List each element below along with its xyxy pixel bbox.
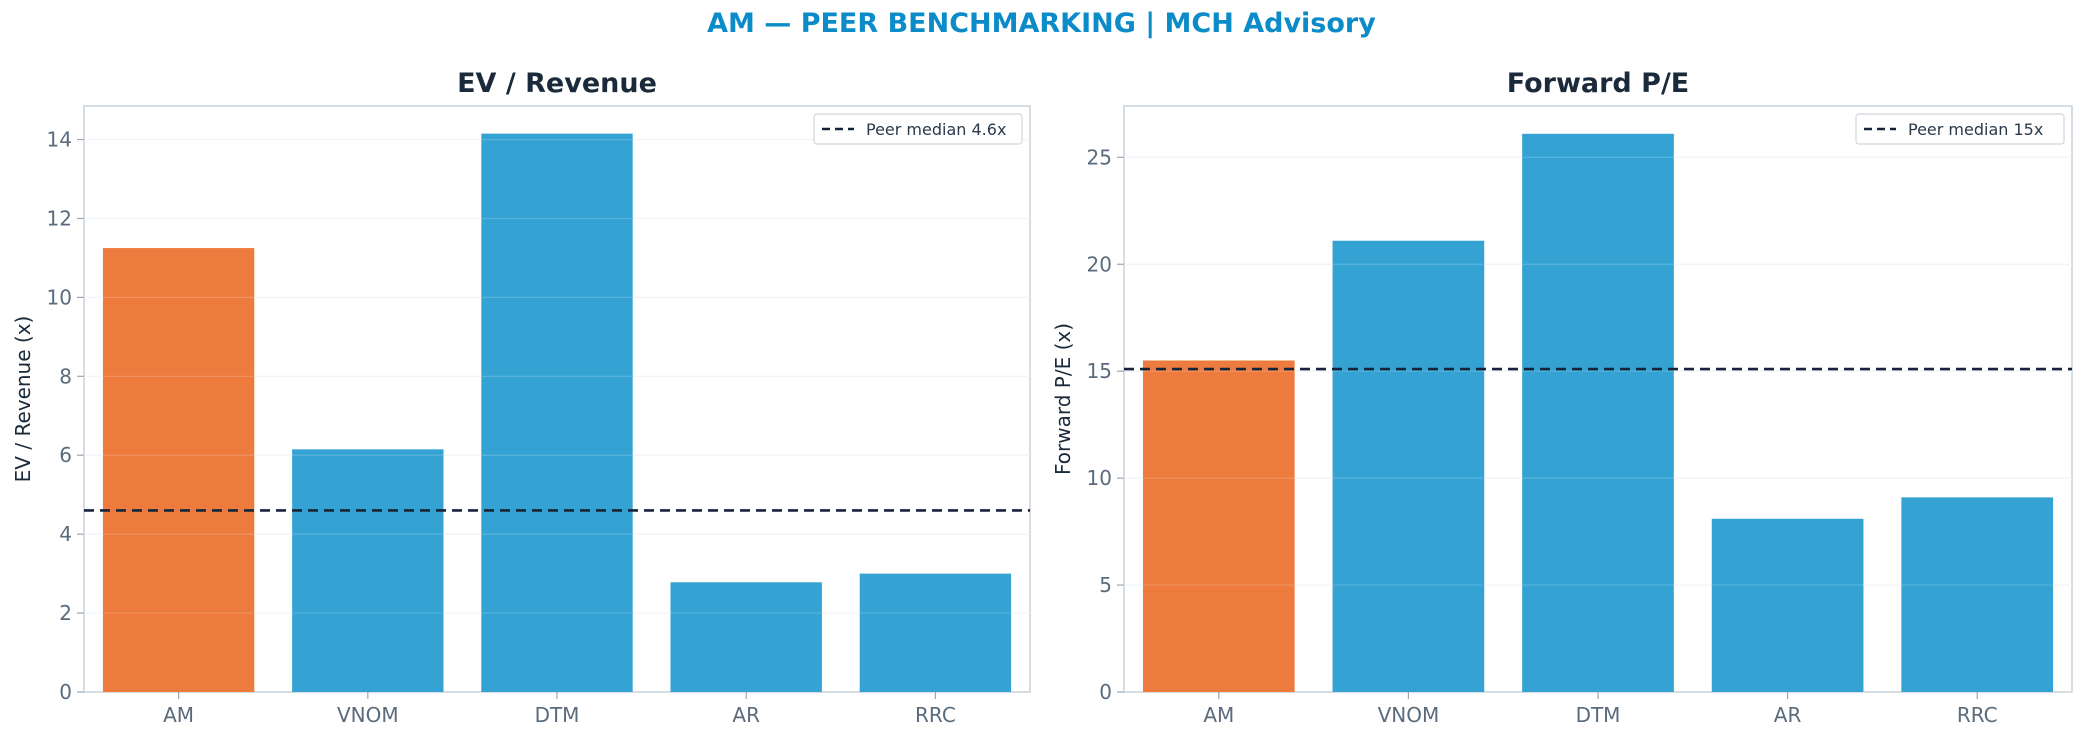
chart2-legend-label: Peer median 15x [1908, 120, 2043, 139]
chart1-ylabel: EV / Revenue (x) [11, 316, 35, 483]
chart1-xtick-label: AR [732, 703, 760, 727]
chart2-ytick-label: 5 [1099, 573, 1112, 597]
chart1-xtick-label: DTM [535, 703, 580, 727]
chart1-ytick-label: 2 [59, 601, 72, 625]
chart1-ytick-label: 0 [59, 680, 72, 704]
chart1-bar-rrc [859, 573, 1012, 692]
chart2-xtick-label: AR [1774, 703, 1802, 727]
chart1-xtick-label: VNOM [337, 703, 399, 727]
chart2-xtick-label: VNOM [1378, 703, 1440, 727]
chart2-xtick-label: DTM [1576, 703, 1621, 727]
chart1-xtick-label: RRC [915, 703, 956, 727]
chart1-title: EV / Revenue [457, 68, 657, 99]
chart2-ytick-label: 20 [1087, 252, 1112, 276]
chart2-bar-rrc [1901, 497, 2054, 692]
chart1-bar-am [102, 248, 255, 692]
chart2-xtick-label: AM [1203, 703, 1234, 727]
chart2-bar-vnom [1332, 240, 1485, 692]
chart1-ytick-label: 10 [47, 285, 72, 309]
chart2-title: Forward P/E [1507, 68, 1690, 99]
chart1-ytick-label: 6 [59, 443, 72, 467]
chart1-ytick-label: 8 [59, 364, 72, 388]
chart1-legend-label: Peer median 4.6x [866, 120, 1006, 139]
chart2-xtick-label: RRC [1957, 703, 1998, 727]
chart1-ytick-label: 12 [47, 206, 72, 230]
chart2-bar-dtm [1522, 133, 1674, 692]
chart2-legend-box [1855, 113, 2065, 145]
chart2-ytick-label: 10 [1087, 466, 1112, 490]
chart2-ytick-label: 15 [1087, 359, 1112, 383]
chart1-bar-ar [670, 582, 822, 692]
chart2-ytick-label: 25 [1087, 145, 1112, 169]
chart1-legend-box [813, 113, 1023, 145]
chart1-bar-vnom [292, 449, 444, 692]
chart1-ytick-label: 4 [59, 522, 72, 546]
chart2-bar-am [1142, 360, 1295, 692]
chart2-ytick-label: 0 [1099, 680, 1112, 704]
chart1-xtick-label: AM [163, 703, 194, 727]
chart1-ytick-label: 14 [47, 128, 72, 152]
chart2-ylabel: Forward P/E (x) [1051, 323, 1075, 475]
chart1-bar-dtm [481, 133, 633, 692]
chart2-bar-ar [1711, 518, 1864, 692]
figure-title: AM — PEER BENCHMARKING | MCH Advisory [707, 8, 1376, 39]
